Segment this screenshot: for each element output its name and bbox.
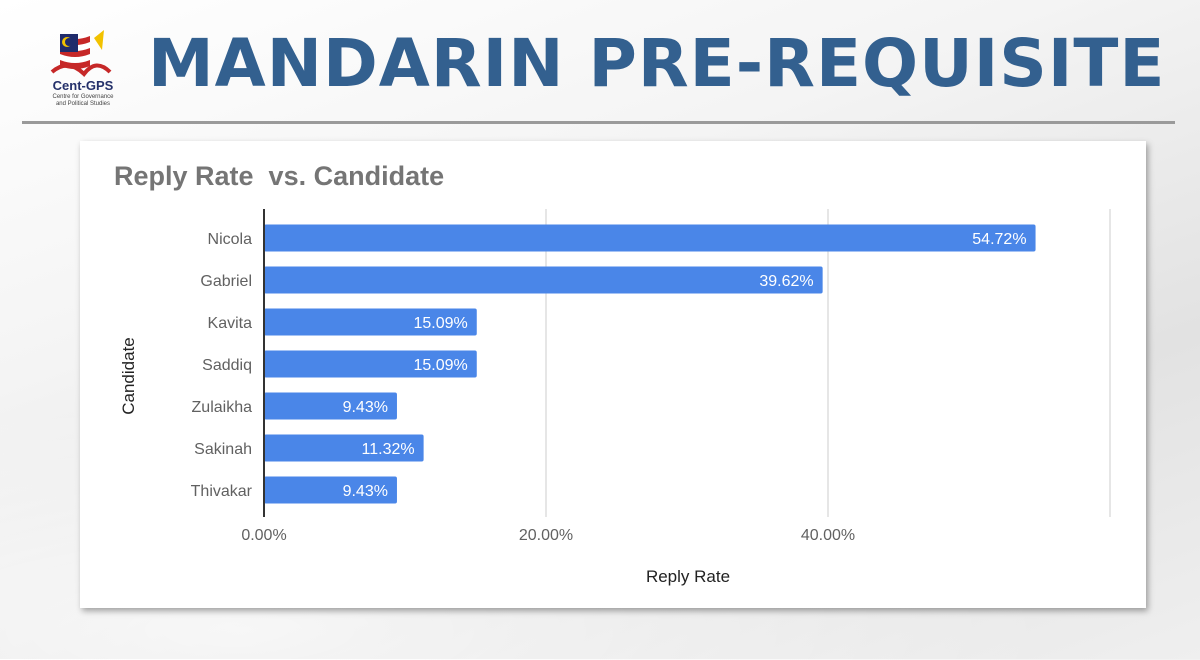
cent-gps-logo: Cent-GPS Centre for Governance and Polit…	[38, 28, 128, 110]
chart-card: Reply Rate vs. Candidate Nicola 54.72% Gab…	[80, 141, 1146, 608]
chart-title: Reply Rate vs. Candidate	[114, 161, 445, 191]
x-axis-title: Reply Rate	[646, 567, 730, 586]
title-divider	[22, 121, 1175, 124]
data-label: 39.62%	[759, 273, 813, 290]
logo-subtitle-line: Centre for Governance	[52, 94, 114, 100]
bar	[264, 392, 397, 420]
bar	[264, 434, 424, 462]
data-label: 54.72%	[972, 231, 1026, 248]
logo-emblem-icon	[50, 30, 112, 78]
data-label: 9.43%	[343, 483, 388, 500]
y-axis-title: Candidate	[119, 337, 138, 415]
x-tick-label: 20.00%	[519, 527, 573, 544]
category-label: Sakinah	[194, 441, 252, 458]
category-label: Gabriel	[200, 273, 252, 290]
data-label: 15.09%	[414, 315, 468, 332]
data-label: 11.32%	[362, 441, 415, 458]
logo-subtitle-line: and Political Studies	[55, 101, 111, 107]
bar	[264, 308, 477, 336]
logo-subtitle: Centre for Governance and Political Stud…	[38, 94, 128, 108]
data-label: 9.43%	[343, 399, 388, 416]
bar-chart: Nicola 54.72% Gabriel 39.62% Kavita 15.09% Sad…	[119, 209, 1111, 586]
x-tick-label: 40.00%	[801, 527, 855, 544]
category-label: Saddiq	[202, 357, 252, 374]
x-tick-label: 0.00%	[241, 527, 286, 544]
category-label: Nicola	[208, 231, 253, 248]
category-label: Kavita	[208, 315, 253, 332]
bar	[264, 224, 1036, 252]
logo-name: Cent-GPS	[52, 78, 114, 93]
data-label: 15.09%	[414, 357, 468, 374]
bar	[264, 476, 397, 504]
bar	[264, 350, 477, 378]
category-label: Zulaikha	[192, 399, 253, 416]
bar	[264, 266, 823, 294]
category-label: Thivakar	[191, 483, 253, 500]
page-title: MANDARIN PRE-REQUISITE	[148, 25, 1166, 102]
